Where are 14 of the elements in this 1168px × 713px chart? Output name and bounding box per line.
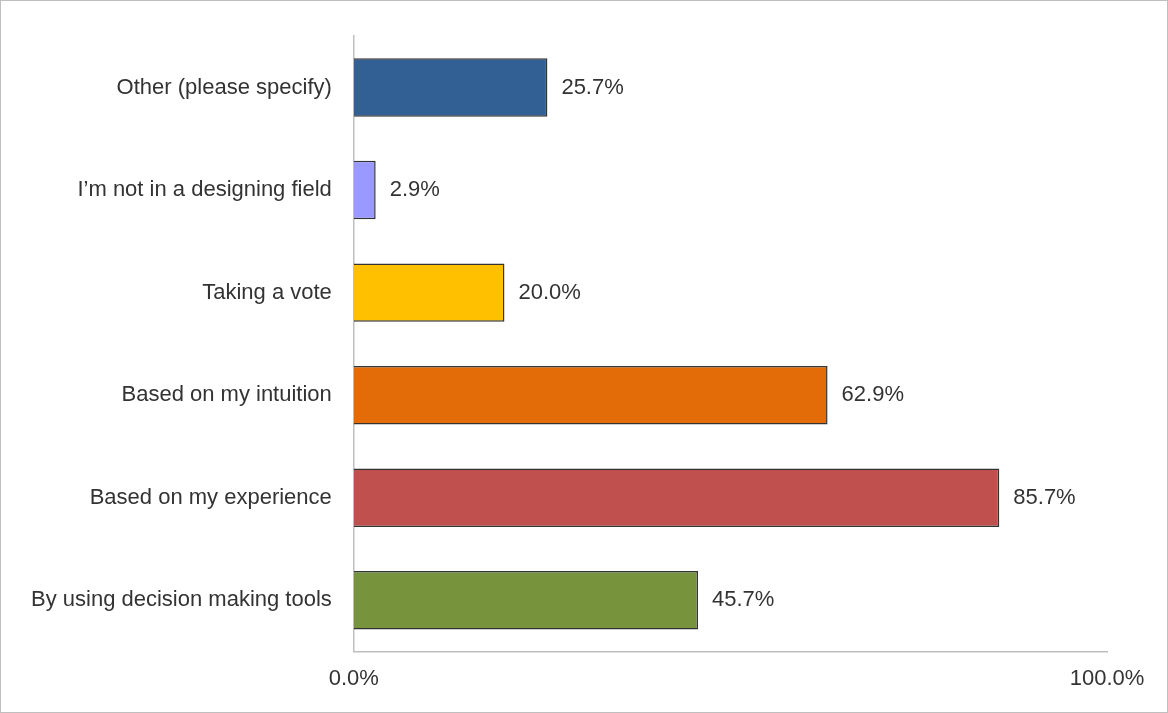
y-tick-label: By using decision making tools xyxy=(31,586,332,612)
data-label: 45.7% xyxy=(712,586,775,612)
data-label: 62.9% xyxy=(841,381,904,407)
data-label: 25.7% xyxy=(561,73,624,99)
y-tick-label: Based on my intuition xyxy=(121,381,332,407)
y-tick-label: Other (please specify) xyxy=(116,73,332,99)
y-tick-label: I’m not in a designing field xyxy=(77,176,332,202)
data-label: 2.9% xyxy=(389,176,440,202)
x-tick-label: 0.0% xyxy=(328,664,379,690)
data-label: 85.7% xyxy=(1013,483,1076,509)
y-tick-label: Based on my experience xyxy=(89,483,332,509)
y-tick-label: Taking a vote xyxy=(202,278,332,304)
x-tick-label: 100.0% xyxy=(1069,664,1145,690)
data-label: 20.0% xyxy=(518,278,581,304)
